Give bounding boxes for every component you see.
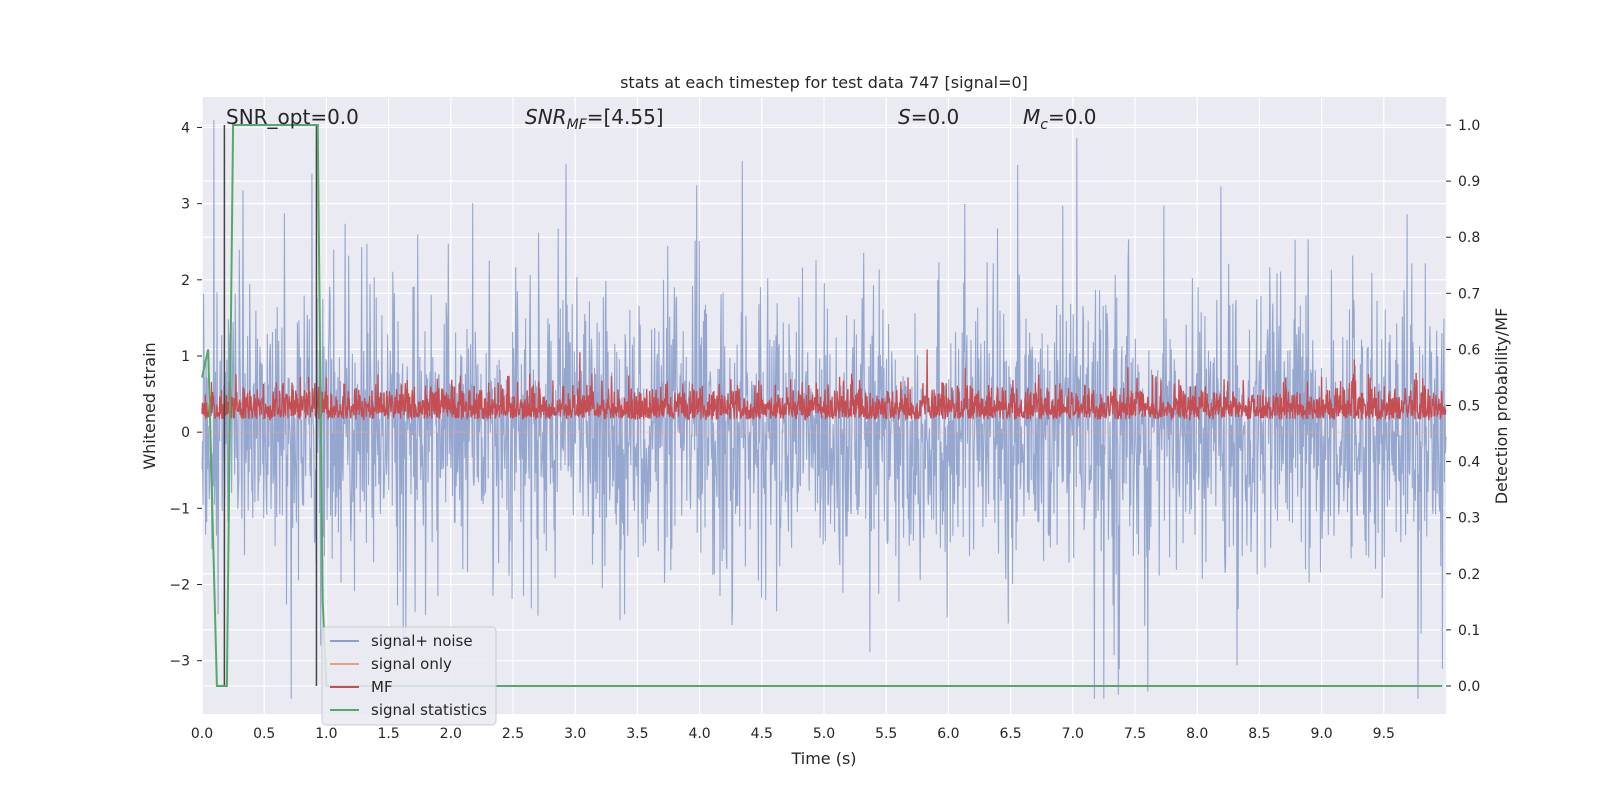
x-tick-label: 8.5: [1248, 726, 1270, 742]
x-axis-label: Time (s): [790, 749, 856, 768]
y-tick-label-left: −1: [169, 501, 190, 517]
legend-label-mf: MF: [371, 678, 393, 696]
mf-line: [201, 349, 1447, 422]
x-tick-label: 0.0: [191, 726, 213, 742]
vertical-markers: [223, 125, 318, 686]
legend-box: [321, 626, 497, 726]
y-tick-label-right: 0.5: [1458, 399, 1480, 415]
x-tick-label: 6.0: [937, 726, 959, 742]
y-tick-label-right: 0.7: [1458, 286, 1480, 302]
y-axis-label-left: Whitened strain: [140, 342, 159, 469]
y-tick-label-right: 1.0: [1458, 118, 1480, 134]
x-tick-label: 6.5: [999, 726, 1021, 742]
legend-label-signal-statistics: signal statistics: [371, 701, 487, 719]
x-tick-label: 7.0: [1062, 726, 1084, 742]
x-tick-label: 5.5: [875, 726, 897, 742]
x-tick-label: 9.5: [1373, 726, 1395, 742]
x-tick-label: 1.5: [377, 726, 399, 742]
y-tick-label-right: 0.0: [1458, 679, 1480, 695]
y-tick-label-right: 0.4: [1458, 455, 1480, 471]
annotation-snr-mf-name: SNR: [525, 105, 567, 129]
legend-label-signal-only: signal only: [371, 655, 452, 673]
annotation-snr-mf-sub: MF: [567, 117, 588, 133]
annotation-snr-mf: SNRMF=[4.55]: [525, 105, 664, 133]
annotation-s-name: S: [898, 105, 911, 129]
x-tick-label: 4.5: [751, 726, 773, 742]
x-tick-label: 2.0: [440, 726, 462, 742]
x-tick-label: 8.0: [1186, 726, 1208, 742]
annotation-mc-name: M: [1023, 105, 1040, 129]
y-tick-label-left: 4: [181, 120, 190, 136]
y-tick-label-left: 2: [181, 273, 190, 289]
chart-title: stats at each timestep for test data 747…: [620, 73, 1028, 92]
x-tick-label: 9.0: [1310, 726, 1332, 742]
x-tick-label: 1.0: [315, 726, 337, 742]
annotation-s: S=0.0: [898, 105, 959, 129]
y-tick-label-left: 0: [181, 425, 190, 441]
annotation-mc: Mc=0.0: [1023, 105, 1097, 133]
y-tick-label-right: 0.6: [1458, 342, 1480, 358]
x-tick-label: 2.5: [502, 726, 524, 742]
annotation-snr-mf-value: =[4.55]: [587, 105, 664, 129]
y-tick-label-right: 0.2: [1458, 567, 1480, 583]
legend-label-signal-noise: signal+ noise: [371, 632, 473, 650]
annotation-mc-sub: c: [1040, 117, 1048, 133]
x-tick-label: 3.0: [564, 726, 586, 742]
y-tick-label-left: 1: [181, 349, 190, 365]
y-tick-label-right: 0.3: [1458, 511, 1480, 527]
y-tick-label-left: −2: [169, 578, 190, 594]
y-tick-label-left: 3: [181, 197, 190, 213]
legend: signal+ noise signal only MF signal stat…: [321, 626, 497, 726]
x-tick-label: 7.5: [1124, 726, 1146, 742]
annotation-mc-value: =0.0: [1048, 105, 1097, 129]
x-tick-label: 3.5: [626, 726, 648, 742]
y-tick-label-right: 0.8: [1458, 230, 1480, 246]
x-tick-label: 0.5: [253, 726, 275, 742]
axis-ticks: 0.0 0.5 1.0 1.5 2.0 2.5 3.0 3.5 4.0 4.5 5.0 5.5 6.0 6…: [169, 118, 1480, 742]
y-tick-label-right: 0.9: [1458, 174, 1480, 190]
y-tick-label-right: 0.1: [1458, 623, 1480, 639]
mf-series: [201, 349, 1447, 422]
y-tick-label-left: −3: [169, 654, 190, 670]
annotation-snr-opt: SNR_opt=0.0: [226, 105, 359, 129]
x-tick-label: 4.0: [688, 726, 710, 742]
annotation-s-value: =0.0: [911, 105, 960, 129]
x-tick-label: 5.0: [813, 726, 835, 742]
y-axis-label-right: Detection probability/MF: [1492, 308, 1511, 505]
